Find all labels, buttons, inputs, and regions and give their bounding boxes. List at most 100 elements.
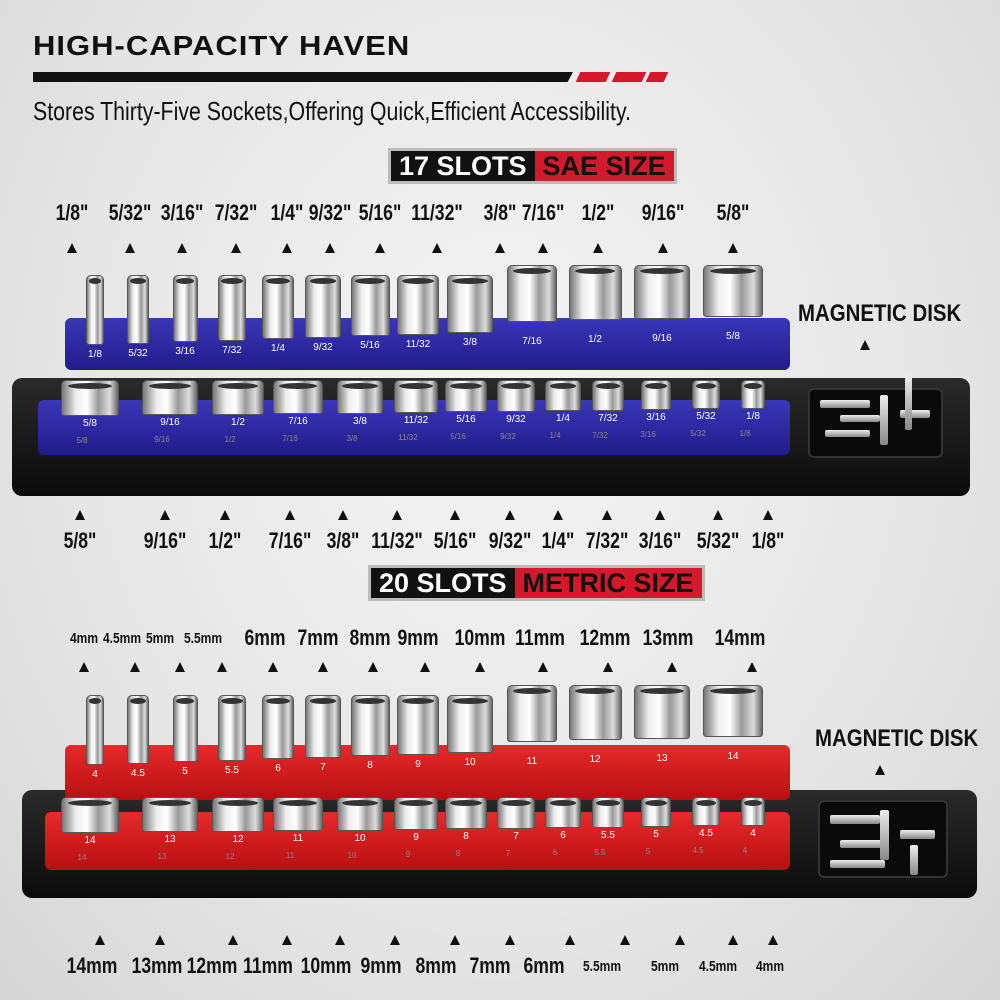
size-label: 9/16"	[143, 528, 187, 553]
arrow-icon	[553, 510, 563, 520]
socket	[591, 380, 625, 411]
size-label: 8mm	[349, 625, 391, 650]
arrow-icon	[217, 662, 227, 672]
size-label: 10mm	[454, 625, 506, 650]
tray-slot-label: 3/16	[640, 430, 656, 439]
subtitle: Stores Thirty-Five Sockets,Offering Quic…	[33, 96, 631, 126]
arrow-icon	[658, 243, 668, 253]
tray-slot-label: 1/4	[549, 431, 561, 441]
bolt-icon	[905, 375, 912, 430]
slot-label: 7/32	[598, 412, 618, 424]
socket	[568, 265, 622, 320]
slot-label: 3/16	[646, 412, 666, 423]
size-label: 11mm	[515, 625, 565, 650]
size-label: 7/32"	[214, 200, 258, 225]
size-label: 11mm	[243, 953, 293, 978]
slot-label: 5/16	[456, 414, 476, 426]
slot-label: 3/8	[463, 337, 477, 348]
arrow-icon	[228, 935, 238, 945]
arrow-icon	[155, 935, 165, 945]
tray-slot-label: 4.5	[692, 846, 704, 856]
arrow-icon	[175, 662, 185, 672]
slot-label: 1/2	[588, 334, 602, 345]
size-label: 14mm	[66, 953, 118, 978]
socket	[496, 797, 536, 829]
sae-magnetic-disk	[808, 388, 943, 458]
slot-label: 11	[292, 833, 304, 845]
slot-label: 1/8	[746, 410, 760, 422]
tray-slot-label: 6	[552, 848, 558, 858]
slot-label: 8	[367, 760, 373, 771]
size-label: 6mm	[523, 953, 565, 978]
slot-label: 4	[750, 827, 756, 839]
arrow-icon	[655, 510, 665, 520]
sae-badge: 17 SLOTS SAE SIZE	[388, 148, 677, 184]
socket	[350, 695, 390, 756]
size-label: 4.5mm	[698, 958, 738, 975]
size-label: 12mm	[186, 953, 238, 978]
arrow-icon	[160, 510, 170, 520]
metric-slot-count: 20 SLOTS	[371, 568, 515, 598]
socket	[61, 797, 119, 833]
slot-label: 5/8	[83, 418, 97, 429]
socket	[211, 797, 265, 832]
divider-accent	[575, 72, 611, 82]
slot-label: 1/4	[556, 413, 570, 425]
arrow-icon	[75, 510, 85, 520]
tray-slot-label: 5.5	[594, 847, 606, 857]
size-label: 9mm	[360, 953, 402, 978]
socket	[86, 695, 104, 765]
socket	[740, 797, 766, 826]
size-label: 8mm	[415, 953, 457, 978]
slot-label: 5/32	[696, 411, 716, 423]
slot-label: 10	[354, 832, 366, 844]
arrow-icon	[338, 510, 348, 520]
slot-label: 9	[415, 758, 421, 770]
size-label: 11/32"	[371, 528, 423, 553]
slot-label: 5	[182, 766, 188, 777]
slot-label: 4.5	[131, 767, 145, 779]
slot-label: 5/32	[128, 347, 148, 359]
arrow-icon	[268, 662, 278, 672]
slot-label: 11	[526, 755, 538, 767]
socket	[394, 380, 438, 413]
sae-disk-label: MAGNETIC DISK	[798, 300, 962, 327]
slot-label: 8	[463, 831, 469, 843]
slot-label: 13	[656, 752, 668, 764]
socket	[740, 380, 766, 409]
socket	[336, 797, 384, 831]
metric-disk-label: MAGNETIC DISK	[815, 725, 979, 752]
arrow-icon	[747, 662, 757, 672]
divider-accent	[645, 72, 669, 82]
slot-label: 7	[513, 830, 519, 842]
slot-label: 9	[413, 832, 419, 843]
slot-label: 3/16	[175, 346, 195, 357]
arrow-icon	[860, 340, 870, 350]
size-label: 5/16"	[433, 528, 477, 553]
arrow-icon	[495, 243, 505, 253]
socket	[545, 797, 581, 829]
size-label: 9/32"	[488, 528, 532, 553]
tray-slot-label: 1/8	[739, 428, 751, 438]
arrow-icon	[875, 765, 885, 775]
arrow-icon	[538, 243, 548, 253]
size-label: 7mm	[297, 625, 339, 650]
arrow-icon	[231, 243, 241, 253]
tray-slot-label: 4	[742, 845, 748, 855]
arrow-icon	[79, 662, 89, 672]
size-label: 3/16"	[160, 200, 204, 225]
arrow-icon	[713, 510, 723, 520]
size-label: 1/4"	[270, 200, 304, 225]
arrow-icon	[565, 935, 575, 945]
size-label: 4mm	[69, 630, 99, 647]
arrow-icon	[285, 510, 295, 520]
tray-slot-label: 8	[455, 849, 461, 859]
bolt-icon	[880, 395, 888, 445]
arrow-icon	[368, 662, 378, 672]
bolt-icon	[900, 410, 930, 418]
size-label: 7/16"	[268, 528, 312, 553]
socket	[496, 380, 536, 412]
socket	[568, 685, 622, 740]
socket	[336, 380, 384, 414]
size-label: 3/16"	[638, 528, 682, 553]
